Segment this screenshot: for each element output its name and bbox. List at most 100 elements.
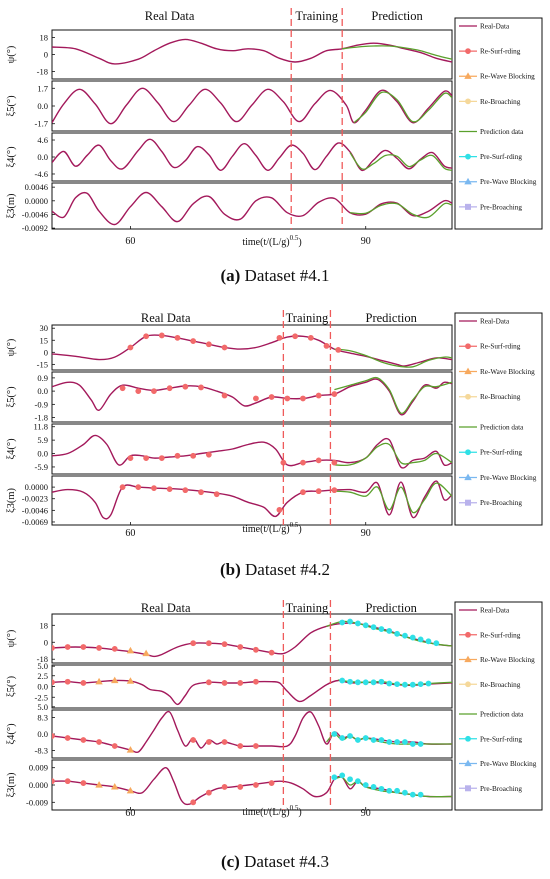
legend-label: Pre-Broaching — [480, 203, 522, 211]
marker-pre-surf-riding — [394, 681, 400, 688]
marker-re-surf-riding — [52, 778, 55, 785]
legend-swatch-marker — [464, 785, 471, 792]
marker-re-surf-riding — [64, 778, 71, 785]
marker-re-surf-riding — [158, 332, 165, 339]
x-tick-label: 90 — [361, 808, 371, 819]
marker-pre-surf-riding — [347, 776, 353, 783]
marker-re-surf-riding — [190, 799, 197, 806]
marker-pre-surf-riding — [339, 677, 346, 684]
panel-2: 4.6 0.0 -4.6 ξ4(°) — [6, 132, 453, 182]
y-tick-label: -5.9 — [35, 462, 48, 472]
marker-pre-surf-riding — [378, 737, 385, 743]
y-tick-label: 18 — [40, 33, 49, 43]
marker-re-wave-blocking — [111, 676, 119, 684]
legend-label: Re-Wave Blocking — [480, 368, 535, 376]
panel-data — [52, 376, 452, 416]
marker-re-surf-riding — [64, 735, 71, 741]
marker-re-wave-blocking — [111, 783, 119, 790]
panel-data — [52, 191, 452, 226]
x-tick-label: 90 — [361, 528, 371, 539]
marker-pre-surf-riding — [409, 791, 416, 798]
y-axis-label: ξ4(°) — [6, 146, 17, 168]
marker-pre-surf-riding — [339, 735, 346, 741]
marker-re-surf-riding — [64, 678, 71, 685]
series-real-data — [52, 138, 452, 172]
y-tick-label: 0.009 — [29, 763, 48, 773]
legend-swatch-marker — [465, 98, 471, 105]
legend-label: Pre-Wave Blocking — [480, 760, 537, 768]
panel-data — [52, 676, 452, 706]
marker-re-surf-riding — [221, 641, 228, 648]
marker-re-surf-riding — [221, 784, 228, 790]
y-tick-label: 0 — [44, 50, 48, 60]
marker-re-surf-riding — [151, 485, 157, 492]
marker-pre-surf-riding — [394, 739, 400, 745]
legend-swatch-marker — [465, 153, 471, 160]
y-tick-label: 0.0046 — [25, 182, 48, 192]
series-real-data — [52, 767, 452, 806]
y-tick-label: 5.0 — [37, 661, 48, 671]
marker-re-surf-riding — [268, 649, 275, 656]
panel-frame — [51, 29, 453, 80]
legend-label: Pre-Surf-rding — [480, 449, 522, 457]
marker-pre-surf-riding — [417, 791, 424, 798]
legend-label: Re-Surf-rding — [480, 343, 521, 351]
panel-data — [52, 87, 452, 125]
y-tick-label: 2.5 — [37, 671, 48, 681]
marker-pre-surf-riding — [354, 620, 361, 627]
marker-re-surf-riding — [284, 395, 291, 402]
marker-re-surf-riding — [143, 455, 150, 461]
marker-re-surf-riding — [143, 333, 150, 340]
legend-label: Re-Wave Blocking — [480, 73, 535, 81]
y-tick-label: 0.0000 — [25, 196, 48, 206]
marker-re-surf-riding — [253, 678, 259, 685]
marker-pre-surf-riding — [386, 739, 393, 745]
marker-re-surf-riding — [119, 484, 126, 491]
legend-label: Re-Wave Blocking — [480, 656, 535, 664]
section-title: Training — [286, 601, 329, 615]
marker-re-surf-riding — [268, 394, 275, 400]
y-axis-label: ψ(°) — [6, 45, 17, 63]
y-tick-label: 0 — [44, 637, 48, 647]
y-tick-label: -1.8 — [35, 413, 48, 423]
marker-pre-surf-riding — [339, 619, 346, 626]
legend-swatch-marker — [464, 655, 472, 663]
series-prediction-data — [334, 442, 452, 467]
legend-label: Real-Data — [480, 23, 510, 31]
marker-re-surf-riding — [80, 644, 87, 650]
y-tick-label: -2.5 — [35, 692, 48, 702]
y-tick-label: 18 — [40, 620, 49, 630]
y-tick-label: 0.0 — [37, 101, 48, 111]
marker-re-surf-riding — [198, 384, 204, 391]
marker-re-surf-riding — [166, 385, 173, 392]
y-tick-label: -18 — [37, 66, 48, 76]
legend-swatch-marker — [464, 72, 472, 79]
marker-pre-surf-riding — [402, 681, 408, 688]
series-prediction-data — [353, 91, 452, 124]
marker-re-surf-riding — [292, 333, 299, 340]
x-axis-label-close: ) — [298, 807, 301, 818]
y-axis-label: ξ5(°) — [6, 675, 17, 697]
marker-pre-surf-riding — [354, 737, 361, 743]
series-real-data — [52, 622, 452, 658]
caption-a: (a) Dataset #4.1 — [220, 266, 330, 285]
marker-re-surf-riding — [335, 347, 342, 353]
legend-swatch-marker — [464, 177, 472, 185]
marker-pre-surf-riding — [378, 678, 385, 685]
x-axis-label-main: time(t/(L/g) — [242, 237, 289, 248]
marker-re-surf-riding — [52, 645, 55, 651]
y-axis-label: ξ4(°) — [6, 438, 17, 460]
series-prediction-data — [349, 152, 452, 171]
marker-re-surf-riding — [64, 644, 71, 650]
y-tick-label: 4.6 — [37, 135, 48, 145]
series-real-data — [52, 378, 452, 416]
marker-re-surf-riding — [166, 486, 173, 493]
section-title: Real Data — [145, 9, 195, 23]
marker-pre-surf-riding — [386, 628, 393, 634]
marker-re-surf-riding — [190, 640, 197, 647]
marker-re-surf-riding — [253, 782, 259, 788]
y-tick-label: 0 — [44, 347, 48, 357]
marker-re-surf-riding — [182, 383, 189, 390]
y-axis-label: ψ(°) — [6, 338, 17, 356]
marker-re-surf-riding — [135, 388, 142, 395]
